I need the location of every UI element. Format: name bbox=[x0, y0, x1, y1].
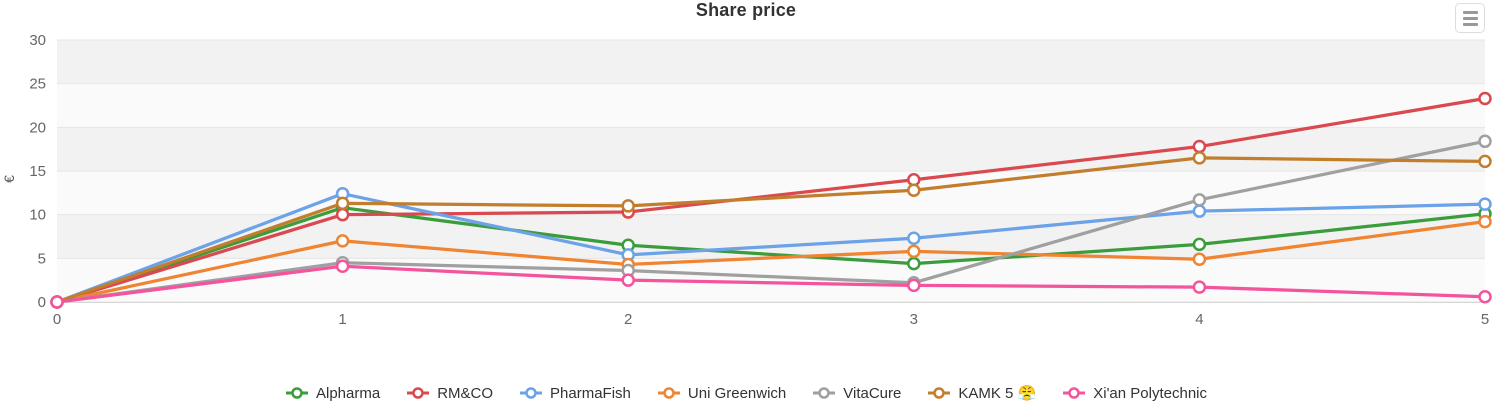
data-point[interactable] bbox=[1192, 280, 1207, 294]
legend-label: Xi'an Polytechnic bbox=[1093, 384, 1207, 402]
series-line-pharmafish[interactable] bbox=[55, 192, 1487, 304]
legend-item-kamk-5-[interactable]: KAMK 5 😤 bbox=[927, 384, 1036, 402]
data-point[interactable] bbox=[335, 234, 350, 248]
hamburger-menu-icon bbox=[1462, 10, 1478, 26]
series-line-rm-co[interactable] bbox=[55, 96, 1487, 304]
data-point[interactable] bbox=[1478, 134, 1492, 149]
plot-band bbox=[57, 127, 1485, 171]
x-axis-tick-label: 0 bbox=[53, 311, 61, 328]
data-point[interactable] bbox=[907, 244, 921, 259]
data-point[interactable] bbox=[1192, 204, 1207, 218]
data-point[interactable] bbox=[1478, 214, 1492, 229]
data-point[interactable] bbox=[907, 256, 921, 271]
legend-series-marker-icon bbox=[813, 387, 836, 399]
data-point[interactable] bbox=[1192, 151, 1207, 165]
chart-title: Share price bbox=[695, 0, 797, 20]
legend-item-vitacure[interactable]: VitaCure bbox=[812, 385, 901, 402]
data-point[interactable] bbox=[1478, 197, 1492, 211]
plot-band bbox=[57, 258, 1485, 302]
x-axis-tick-label: 3 bbox=[910, 311, 918, 328]
data-point[interactable] bbox=[335, 259, 350, 273]
legend-series-marker-icon bbox=[285, 387, 308, 399]
plot-band bbox=[57, 171, 1485, 215]
legend-series-marker-icon bbox=[1063, 387, 1086, 399]
series-line-xi-an-polytechnic[interactable] bbox=[55, 264, 1487, 304]
x-axis-tick-label: 1 bbox=[338, 311, 346, 328]
series-line-vitacure[interactable] bbox=[55, 139, 1487, 304]
data-point[interactable] bbox=[621, 273, 635, 287]
legend-item-xi-an-polytechnic[interactable]: Xi'an Polytechnic bbox=[1062, 385, 1207, 402]
y-axis-tick-label: 20 bbox=[29, 119, 46, 136]
legend-series-marker-icon bbox=[657, 387, 680, 399]
legend-label: PharmaFish bbox=[550, 384, 631, 402]
data-point[interactable] bbox=[335, 207, 350, 222]
legend-label: VitaCure bbox=[843, 384, 902, 402]
data-point[interactable] bbox=[1478, 91, 1492, 106]
plot-band bbox=[57, 83, 1485, 128]
data-point[interactable] bbox=[1192, 139, 1207, 154]
data-point[interactable] bbox=[907, 231, 921, 245]
y-axis-tick-label: 15 bbox=[29, 163, 46, 180]
chart-legend: Alpharma RM&CO PharmaFish Uni Greenwich Vita… bbox=[0, 384, 1492, 402]
x-axis-tick-label: 5 bbox=[1481, 311, 1489, 328]
y-axis-tick-label: 0 bbox=[38, 294, 46, 311]
data-point[interactable] bbox=[907, 183, 921, 197]
data-point[interactable] bbox=[907, 278, 921, 293]
series-line-kamk-5-[interactable] bbox=[55, 156, 1487, 304]
legend-item-rm-co[interactable]: RM&CO bbox=[406, 385, 493, 402]
y-axis-title: € bbox=[1, 175, 17, 183]
x-axis-tick-label: 2 bbox=[624, 311, 632, 328]
data-point[interactable] bbox=[621, 199, 635, 213]
legend-series-marker-icon bbox=[520, 387, 543, 399]
chart-context-menu-button[interactable] bbox=[1455, 3, 1485, 33]
legend-label: Alpharma bbox=[315, 384, 381, 402]
y-axis-tick-label: 25 bbox=[29, 76, 46, 93]
legend-item-uni-greenwich[interactable]: Uni Greenwich bbox=[657, 385, 786, 402]
series-line-alpharma[interactable] bbox=[55, 206, 1487, 304]
data-point[interactable] bbox=[1478, 290, 1492, 304]
legend-label: Uni Greenwich bbox=[687, 384, 787, 402]
legend-item-pharmafish[interactable]: PharmaFish bbox=[519, 385, 631, 402]
plot-band bbox=[57, 40, 1485, 84]
data-point[interactable] bbox=[1192, 237, 1207, 252]
plot-area: 0 5 10 15 20 25 30 0 1 2 3 4 5 bbox=[29, 32, 1492, 328]
y-axis-tick-label: 30 bbox=[29, 32, 46, 49]
y-axis-tick-label: 10 bbox=[29, 207, 46, 224]
legend-series-marker-icon bbox=[928, 387, 951, 399]
series-line-uni-greenwich[interactable] bbox=[55, 220, 1487, 304]
legend-item-alpharma[interactable]: Alpharma bbox=[285, 385, 380, 402]
data-point[interactable] bbox=[1192, 252, 1207, 266]
data-point[interactable] bbox=[1478, 154, 1492, 169]
data-point[interactable] bbox=[50, 295, 64, 309]
legend-series-marker-icon bbox=[407, 387, 430, 399]
legend-label: RM&CO bbox=[437, 384, 494, 402]
legend-label: KAMK 5 😤 bbox=[958, 385, 1037, 402]
data-point[interactable] bbox=[1192, 193, 1207, 207]
x-axis-tick-label: 4 bbox=[1195, 311, 1203, 328]
y-axis-tick-label: 5 bbox=[38, 250, 46, 267]
data-point[interactable] bbox=[335, 196, 350, 211]
